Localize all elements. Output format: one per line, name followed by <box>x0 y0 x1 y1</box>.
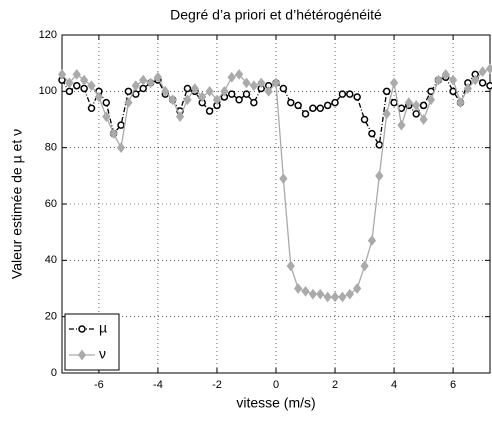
marker <box>354 94 360 100</box>
x-tick-label: 2 <box>332 379 338 391</box>
y-tick-label: 60 <box>45 198 57 210</box>
x-tick-label: -2 <box>212 379 222 391</box>
x-tick-label: -4 <box>153 379 163 391</box>
marker <box>339 91 345 97</box>
x-tick-label: -6 <box>94 379 104 391</box>
marker <box>184 86 190 92</box>
marker <box>236 97 242 103</box>
marker <box>66 88 72 94</box>
marker <box>125 88 131 94</box>
marker <box>140 86 146 92</box>
marker <box>229 91 235 97</box>
marker <box>103 100 109 106</box>
marker <box>347 91 353 97</box>
marker <box>391 100 397 106</box>
legend-marker <box>79 326 85 332</box>
y-axis-label: Valeur estimée de µ et ν <box>9 129 25 279</box>
y-tick-label: 20 <box>45 311 57 323</box>
marker <box>280 86 286 92</box>
marker <box>118 122 124 128</box>
y-tick-label: 120 <box>39 29 57 41</box>
marker <box>207 108 213 114</box>
x-tick-label: 4 <box>391 379 397 391</box>
marker <box>376 142 382 148</box>
marker <box>362 117 368 123</box>
marker <box>81 86 87 92</box>
chart-title: Degré d’a priori et d’hétérogénéité <box>170 7 382 23</box>
legend-box <box>65 314 119 370</box>
legend-label: µ <box>99 320 107 336</box>
marker <box>369 131 375 137</box>
marker <box>332 100 338 106</box>
marker <box>303 111 309 117</box>
x-tick-label: 0 <box>273 379 279 391</box>
y-tick-label: 100 <box>39 85 57 97</box>
marker <box>317 105 323 111</box>
marker <box>74 83 80 89</box>
marker <box>480 80 486 86</box>
y-tick-label: 0 <box>51 367 57 379</box>
marker <box>295 102 301 108</box>
marker <box>288 100 294 106</box>
y-tick-label: 80 <box>45 142 57 154</box>
x-axis-label: vitesse (m/s) <box>236 395 315 411</box>
marker <box>310 105 316 111</box>
marker <box>89 105 95 111</box>
marker <box>251 100 257 106</box>
marker <box>243 91 249 97</box>
legend-label: ν <box>99 346 106 362</box>
marker <box>487 83 492 89</box>
marker <box>325 102 331 108</box>
marker <box>450 88 456 94</box>
marker <box>421 102 427 108</box>
y-tick-label: 40 <box>45 254 57 266</box>
marker <box>384 88 390 94</box>
x-tick-label: 6 <box>450 379 456 391</box>
marker <box>413 111 419 117</box>
